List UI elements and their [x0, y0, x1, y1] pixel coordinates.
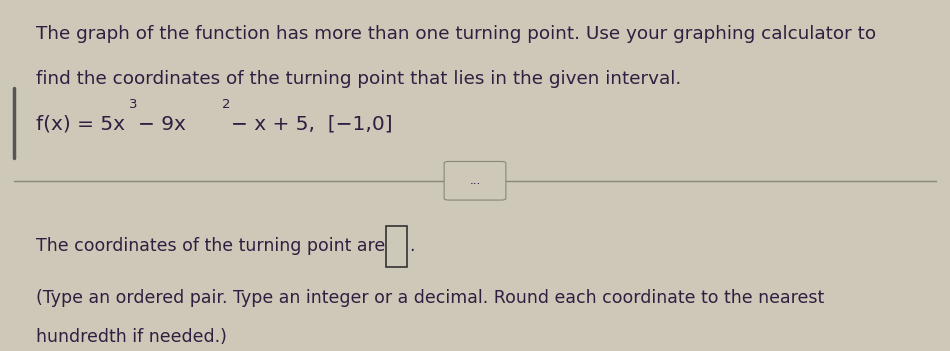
Text: − x + 5,  [−1,0]: − x + 5, [−1,0]: [231, 115, 392, 134]
Text: .: .: [409, 237, 415, 255]
Text: ...: ...: [469, 174, 481, 187]
Text: 2: 2: [222, 98, 231, 111]
Text: (Type an ordered pair. Type an integer or a decimal. Round each coordinate to th: (Type an ordered pair. Type an integer o…: [36, 289, 825, 307]
Text: find the coordinates of the turning point that lies in the given interval.: find the coordinates of the turning poin…: [36, 70, 681, 88]
Text: The graph of the function has more than one turning point. Use your graphing cal: The graph of the function has more than …: [36, 25, 876, 42]
Text: − 9x: − 9x: [138, 115, 185, 134]
Text: The coordinates of the turning point are: The coordinates of the turning point are: [36, 237, 390, 255]
Bar: [386, 226, 407, 267]
Text: f(x) = 5x: f(x) = 5x: [36, 115, 125, 134]
Text: 3: 3: [129, 98, 138, 111]
FancyBboxPatch shape: [444, 161, 505, 200]
Text: hundredth if needed.): hundredth if needed.): [36, 328, 227, 346]
